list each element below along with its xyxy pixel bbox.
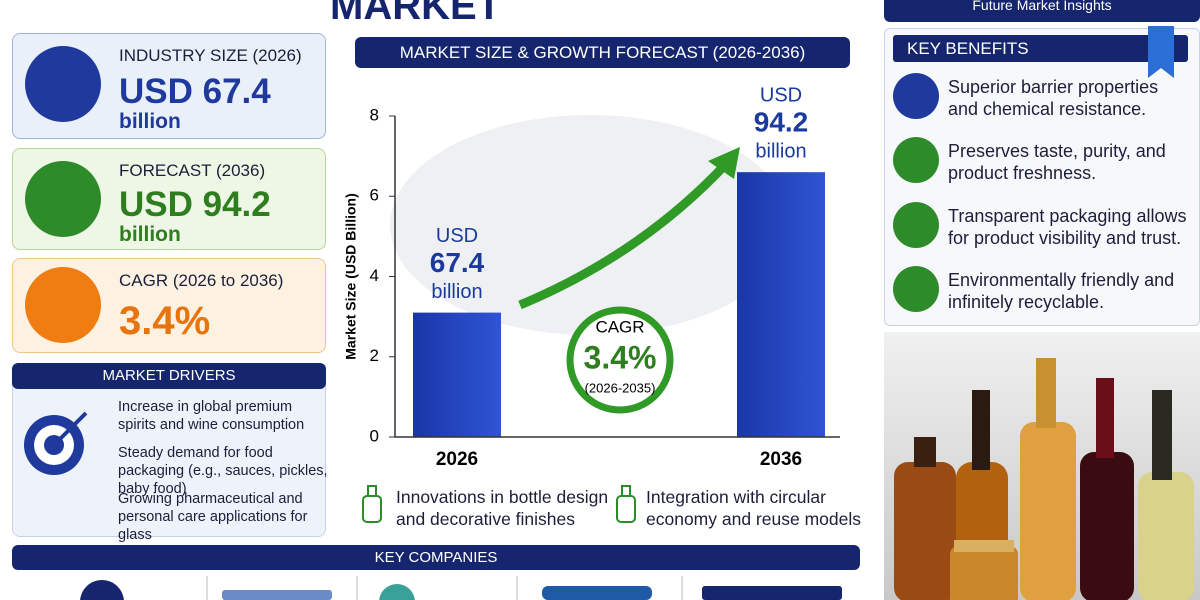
stat-value: USD 67.4 — [119, 72, 271, 111]
target-icon — [24, 411, 88, 475]
benefits-panel — [884, 28, 1200, 326]
publisher: Future Market Insights — [884, 0, 1200, 22]
bar — [737, 172, 825, 438]
benefit-icon — [893, 73, 939, 119]
benefits-title: KEY BENEFITS — [893, 35, 1188, 62]
x-tick-label: 2036 — [760, 449, 802, 470]
benefit-icon — [893, 202, 939, 248]
bar-annotation: 67.4 — [430, 247, 485, 278]
stat-card: FORECAST (2036) USD 94.2 billion — [12, 148, 326, 250]
stat-label: CAGR (2026 to 2036) — [119, 271, 284, 290]
bar-annotation: 94.2 — [754, 107, 809, 138]
y-tick-label: 8 — [370, 105, 379, 124]
feature-icon — [362, 485, 382, 523]
benefit-item: Preserves taste, purity, and product fre… — [948, 141, 1166, 183]
arrow-head — [708, 147, 740, 179]
chart-title: MARKET SIZE & GROWTH FORECAST (2026-2036… — [355, 37, 850, 68]
driver-item: Growing pharmaceutical and personal care… — [118, 491, 308, 543]
company-logos — [80, 576, 842, 600]
driver-item: Steady demand for food packaging (e.g., … — [118, 445, 328, 497]
bar-annotation: billion — [431, 281, 482, 303]
benefit-item: Transparent packaging allows for product… — [948, 206, 1187, 248]
stat-card: CAGR (2026 to 2036) 3.4% — [12, 258, 326, 353]
chart: Market Size (USD Billion)024682026USD67.… — [343, 84, 840, 470]
stat-unit: billion — [119, 110, 181, 133]
stat-label: INDUSTRY SIZE (2026) — [119, 46, 302, 65]
feature-icon — [616, 485, 636, 523]
companies-title: KEY COMPANIES — [12, 545, 860, 570]
cagr-period: (2026-2035) — [585, 380, 656, 395]
driver-item: Increase in global premium spirits and w… — [118, 399, 305, 433]
stat-icon — [25, 267, 101, 343]
stat-value: 3.4% — [119, 299, 211, 343]
y-axis-label: Market Size (USD Billion) — [343, 193, 359, 359]
cagr-value: 3.4% — [584, 339, 657, 375]
stat-icon — [25, 161, 101, 237]
stat-card: INDUSTRY SIZE (2026) USD 67.4 billion — [12, 33, 326, 139]
feature-text: Innovations in bottle design and decorat… — [396, 487, 609, 529]
growth-arrow — [518, 161, 729, 310]
y-tick-label: 0 — [370, 426, 379, 445]
cagr-ring — [566, 306, 674, 414]
bar-annotation: USD — [760, 84, 802, 106]
x-tick-label: 2026 — [436, 449, 478, 470]
stat-label: FORECAST (2036) — [119, 161, 266, 180]
benefit-item: Superior barrier properties and chemical… — [948, 77, 1159, 119]
y-tick-label: 2 — [370, 346, 379, 365]
benefit-item: Environmentally friendly and infinitely … — [948, 270, 1175, 312]
cagr-label: CAGR — [595, 317, 644, 336]
ribbon — [1148, 26, 1174, 78]
benefit-icon — [893, 266, 939, 312]
stat-icon — [25, 46, 101, 122]
y-tick-label: 6 — [370, 186, 379, 205]
bar-annotation: billion — [755, 140, 806, 162]
drivers-title: MARKET DRIVERS — [12, 363, 326, 389]
stat-value: USD 94.2 — [119, 185, 271, 224]
y-tick-label: 4 — [370, 266, 379, 285]
stat-unit: billion — [119, 223, 181, 246]
bar-annotation: USD — [436, 225, 478, 247]
map-bg — [390, 115, 790, 335]
benefit-icon — [893, 137, 939, 183]
feature-text: Integration with circular economy and re… — [646, 487, 861, 529]
product-photo — [884, 332, 1200, 600]
page-title: MARKET — [330, 0, 502, 28]
bar — [413, 312, 501, 437]
